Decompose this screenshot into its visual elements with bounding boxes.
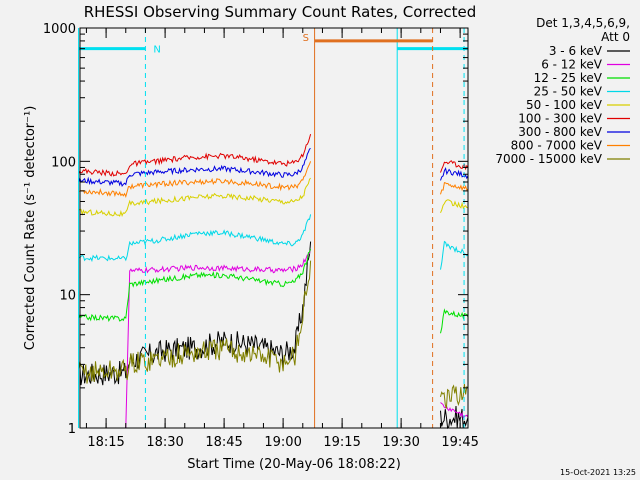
series-trace xyxy=(440,240,469,270)
series-50-100-keV-kev xyxy=(78,177,469,218)
y-tick-label: 100 xyxy=(51,155,76,170)
x-tick-label: 19:30 xyxy=(382,435,419,450)
footer-timestamp: 15-Oct-2021 13:25 xyxy=(560,468,636,477)
series-trace xyxy=(440,181,469,195)
legend-entry-label: 100 - 300 keV xyxy=(518,112,602,126)
series-trace xyxy=(440,405,469,430)
y-tick-label: 1000 xyxy=(43,22,76,37)
plot-lines xyxy=(78,133,469,430)
x-tick-label: 19:15 xyxy=(323,435,360,450)
plot-frame xyxy=(79,27,469,429)
annotations: NS xyxy=(78,28,468,428)
series-trace xyxy=(440,199,469,213)
legend-entry-label: 7000 - 15000 keV xyxy=(495,152,602,166)
series-trace xyxy=(78,161,312,199)
legend-header-line-2: Att 0 xyxy=(601,30,630,44)
series-trace xyxy=(78,260,312,384)
chart-title: RHESSI Observing Summary Count Rates, Co… xyxy=(84,3,477,21)
legend-header-line-1: Det 1,3,4,5,6,9, xyxy=(536,16,630,30)
series-trace xyxy=(78,214,312,263)
series-800-7000-keV-kev xyxy=(78,161,469,199)
y-tick-label: 10 xyxy=(59,289,76,304)
legend-entry-label: 800 - 7000 keV xyxy=(511,139,603,153)
series-trace xyxy=(440,383,469,409)
series-25-50-keV-kev xyxy=(78,214,469,270)
series-trace xyxy=(440,402,469,419)
series-100-300-keV-kev xyxy=(78,133,469,177)
annotation-n: N xyxy=(78,28,468,428)
legend-entry-label: 3 - 6 keV xyxy=(549,44,603,58)
series-trace xyxy=(440,308,469,334)
x-axis: 18:15 18:30 18:45 19:00 19:15 19:30 19:45 xyxy=(85,28,479,450)
series-trace xyxy=(78,177,311,218)
y-tick-label: 1 xyxy=(68,422,76,437)
x-tick-label: 18:45 xyxy=(205,435,242,450)
annotation-label: N xyxy=(153,45,160,56)
legend-entry-label: 300 - 800 keV xyxy=(518,125,602,139)
series-trace xyxy=(440,166,469,181)
series-7000-15000-keV-kev xyxy=(78,260,469,409)
series-trace xyxy=(78,248,312,322)
x-tick-label: 19:45 xyxy=(441,435,478,450)
annotation-label: S xyxy=(303,33,309,44)
legend-entry-label: 25 - 50 keV xyxy=(534,85,603,99)
series-trace xyxy=(78,241,312,386)
y-axis: 1 10 100 1000 xyxy=(43,22,468,437)
series-trace xyxy=(125,248,312,429)
annotation-s: S xyxy=(303,28,434,428)
series-trace xyxy=(78,133,312,177)
series-trace xyxy=(78,147,311,187)
series-300-800-keV-kev xyxy=(78,147,469,187)
legend-entry-label: 6 - 12 keV xyxy=(541,58,603,72)
series-trace xyxy=(440,160,469,173)
x-tick-label: 18:30 xyxy=(146,435,183,450)
x-tick-label: 19:00 xyxy=(264,435,301,450)
series-6-12-keV-kev xyxy=(125,248,469,429)
y-axis-label: Corrected Count Rate (s⁻¹ detector⁻¹) xyxy=(23,106,38,351)
series-12-25-keV-kev xyxy=(78,248,469,334)
legend-entry-label: 50 - 100 keV xyxy=(526,98,603,112)
x-tick-label: 18:15 xyxy=(87,435,124,450)
x-axis-label: Start Time (20-May-06 18:08:22) xyxy=(187,457,401,472)
legend-entry-label: 12 - 25 keV xyxy=(534,71,603,85)
